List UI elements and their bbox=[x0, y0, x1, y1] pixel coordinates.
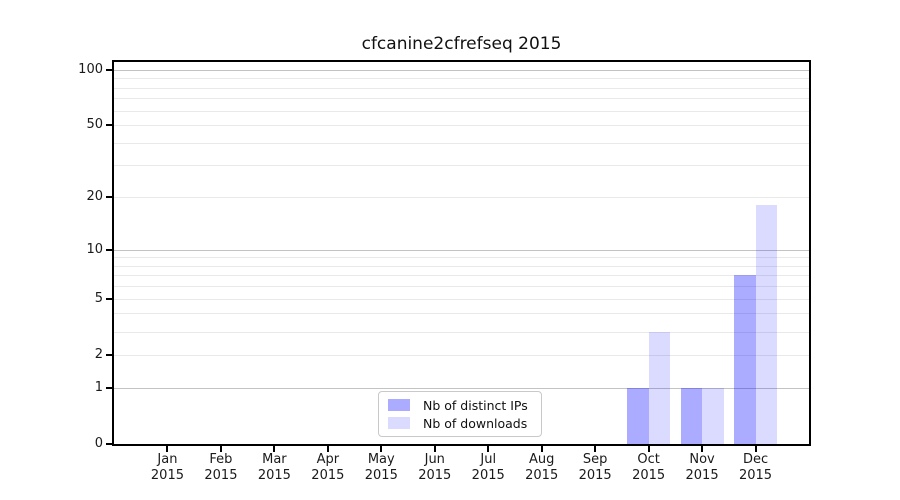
gridline-minor bbox=[114, 298, 809, 300]
x-axis-tick bbox=[166, 446, 169, 452]
x-tick-label: May 2015 bbox=[364, 452, 398, 483]
x-tick-label: Jul 2015 bbox=[471, 452, 505, 483]
gridline-minor bbox=[114, 354, 809, 356]
legend-entry-distinct-ips: Nb of distinct IPs bbox=[388, 396, 532, 414]
gridline-minor bbox=[114, 275, 809, 277]
y-tick-label: 50 bbox=[86, 117, 103, 133]
gridline-minor bbox=[114, 142, 809, 144]
x-axis-tick bbox=[326, 446, 329, 452]
x-axis-tick bbox=[540, 446, 543, 452]
x-tick-label: Jun 2015 bbox=[418, 452, 452, 483]
gridline-minor bbox=[114, 110, 809, 112]
gridline-minor bbox=[114, 331, 809, 333]
x-axis-tick bbox=[754, 446, 757, 452]
legend-swatch-downloads bbox=[388, 417, 410, 429]
gridline-minor bbox=[114, 98, 809, 100]
x-axis-tick bbox=[701, 446, 704, 452]
x-axis-tick bbox=[594, 446, 597, 452]
gridline-major bbox=[114, 69, 809, 71]
x-axis-tick bbox=[380, 446, 383, 452]
chart-title: cfcanine2cfrefseq 2015 bbox=[361, 34, 562, 54]
y-axis-tick bbox=[106, 68, 112, 71]
legend: Nb of distinct IPs Nb of downloads bbox=[378, 391, 542, 437]
bar-nb-of-downloads-dec-2015 bbox=[755, 205, 778, 444]
gridline-minor bbox=[114, 125, 809, 127]
x-axis-tick bbox=[487, 446, 490, 452]
gridline-major bbox=[114, 387, 809, 389]
legend-swatch-distinct-ips bbox=[388, 399, 410, 411]
bar-nb-of-downloads-oct-2015 bbox=[648, 331, 671, 444]
x-tick-label: Nov 2015 bbox=[685, 452, 719, 483]
x-tick-label: Sep 2015 bbox=[578, 452, 612, 483]
y-axis-tick bbox=[106, 248, 112, 251]
y-axis-tick bbox=[106, 196, 112, 199]
x-axis-tick bbox=[647, 446, 650, 452]
y-tick-label: 1 bbox=[94, 379, 103, 395]
gridline-minor bbox=[114, 265, 809, 267]
y-axis-tick bbox=[106, 124, 112, 127]
y-tick-label: 2 bbox=[94, 346, 103, 362]
legend-entry-downloads: Nb of downloads bbox=[388, 414, 532, 432]
x-tick-label: Mar 2015 bbox=[257, 452, 291, 483]
gridline-minor bbox=[114, 87, 809, 89]
plot-area bbox=[114, 62, 809, 444]
x-axis-tick bbox=[273, 446, 276, 452]
bar-nb-of-distinct-ips-nov-2015 bbox=[680, 387, 703, 444]
y-axis-tick bbox=[106, 353, 112, 356]
gridline-major bbox=[114, 249, 809, 251]
y-axis-tick bbox=[106, 297, 112, 300]
y-tick-label: 5 bbox=[94, 290, 103, 306]
x-axis-tick bbox=[219, 446, 222, 452]
y-axis-tick bbox=[106, 443, 112, 445]
x-axis-tick bbox=[433, 446, 436, 452]
bar-nb-of-distinct-ips-oct-2015 bbox=[627, 387, 649, 444]
gridline-minor bbox=[114, 286, 809, 288]
bar-nb-of-distinct-ips-dec-2015 bbox=[734, 275, 756, 444]
bar-nb-of-downloads-nov-2015 bbox=[702, 387, 724, 444]
y-tick-label: 10 bbox=[86, 241, 103, 257]
x-tick-label: Jan 2015 bbox=[150, 452, 184, 483]
x-tick-label: Oct 2015 bbox=[632, 452, 666, 483]
y-tick-label: 0 bbox=[94, 436, 103, 451]
gridline-minor bbox=[114, 165, 809, 167]
x-tick-label: Apr 2015 bbox=[311, 452, 345, 483]
x-tick-label: Dec 2015 bbox=[738, 452, 773, 483]
y-tick-label: 20 bbox=[86, 189, 103, 205]
gridline-minor bbox=[114, 257, 809, 259]
legend-label-downloads: Nb of downloads bbox=[423, 415, 528, 431]
gridline-minor bbox=[114, 78, 809, 80]
y-tick-label: 100 bbox=[78, 61, 103, 77]
legend-label-distinct-ips: Nb of distinct IPs bbox=[423, 397, 528, 413]
x-tick-label: Aug 2015 bbox=[525, 452, 559, 483]
y-axis-tick bbox=[106, 386, 112, 389]
gridline-minor bbox=[114, 313, 809, 315]
x-tick-label: Feb 2015 bbox=[204, 452, 238, 483]
gridline-minor bbox=[114, 197, 809, 199]
